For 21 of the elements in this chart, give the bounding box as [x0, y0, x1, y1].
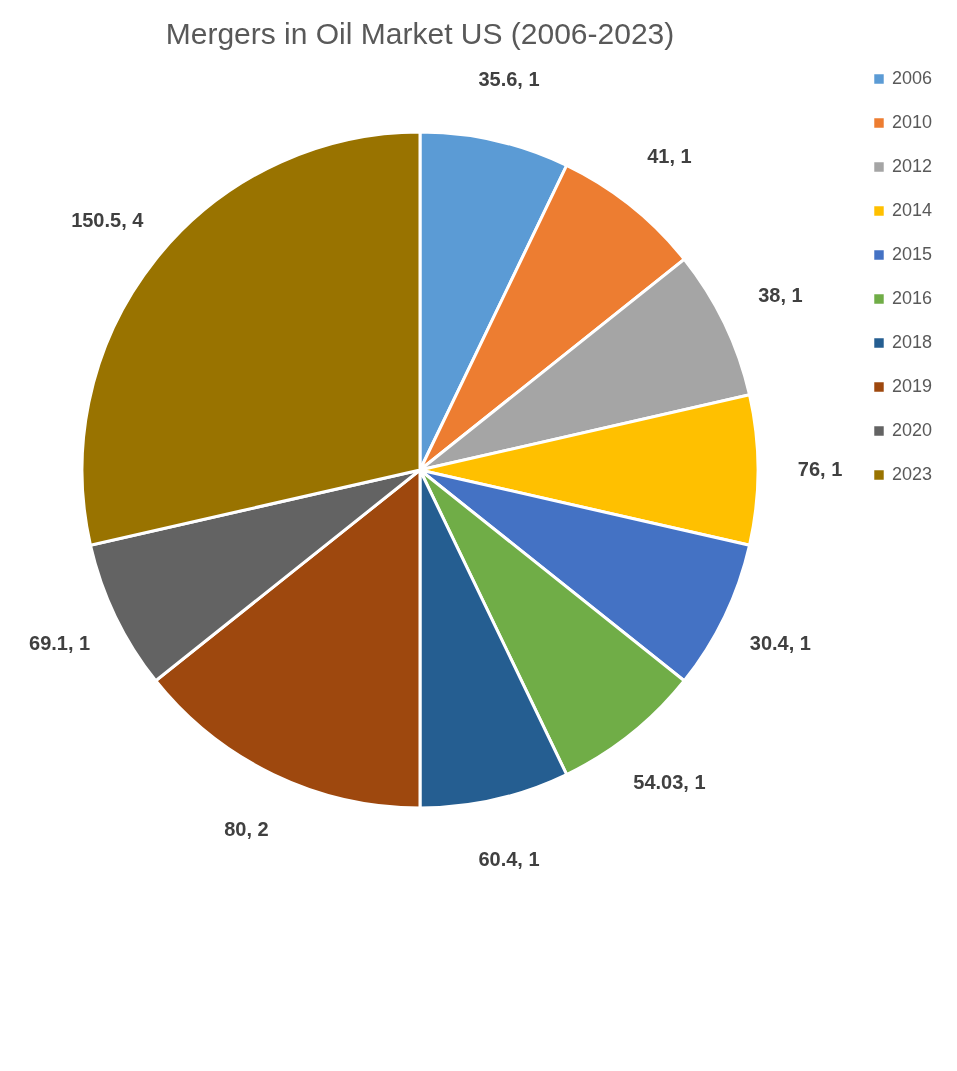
chart-title: Mergers in Oil Market US (2006-2023): [165, 17, 675, 50]
data-label: 54.03, 1: [633, 770, 706, 793]
legend-label: 2016: [892, 288, 933, 308]
legend-label: 2012: [892, 156, 933, 176]
legend-label: 2020: [892, 420, 933, 440]
legend-label: 2019: [892, 376, 933, 396]
legend-label: 2023: [892, 464, 933, 484]
legend-label: 2015: [892, 244, 933, 264]
data-label: 150.5, 4: [71, 208, 145, 231]
data-label: 76, 1: [797, 458, 843, 480]
legend-label: 2010: [892, 112, 933, 132]
legend-label: 2006: [892, 68, 933, 88]
legend-label: 2018: [892, 332, 933, 352]
data-label: 30.4, 1: [749, 631, 811, 654]
data-label: 35.6, 1: [478, 68, 540, 91]
data-label: 38, 1: [758, 284, 803, 307]
data-label: 69.1, 1: [29, 631, 91, 654]
data-label: 41, 1: [647, 145, 692, 168]
data-label: 80, 2: [224, 818, 269, 841]
data-label: 60.4, 1: [478, 847, 540, 870]
legend-label: 2014: [892, 200, 933, 220]
